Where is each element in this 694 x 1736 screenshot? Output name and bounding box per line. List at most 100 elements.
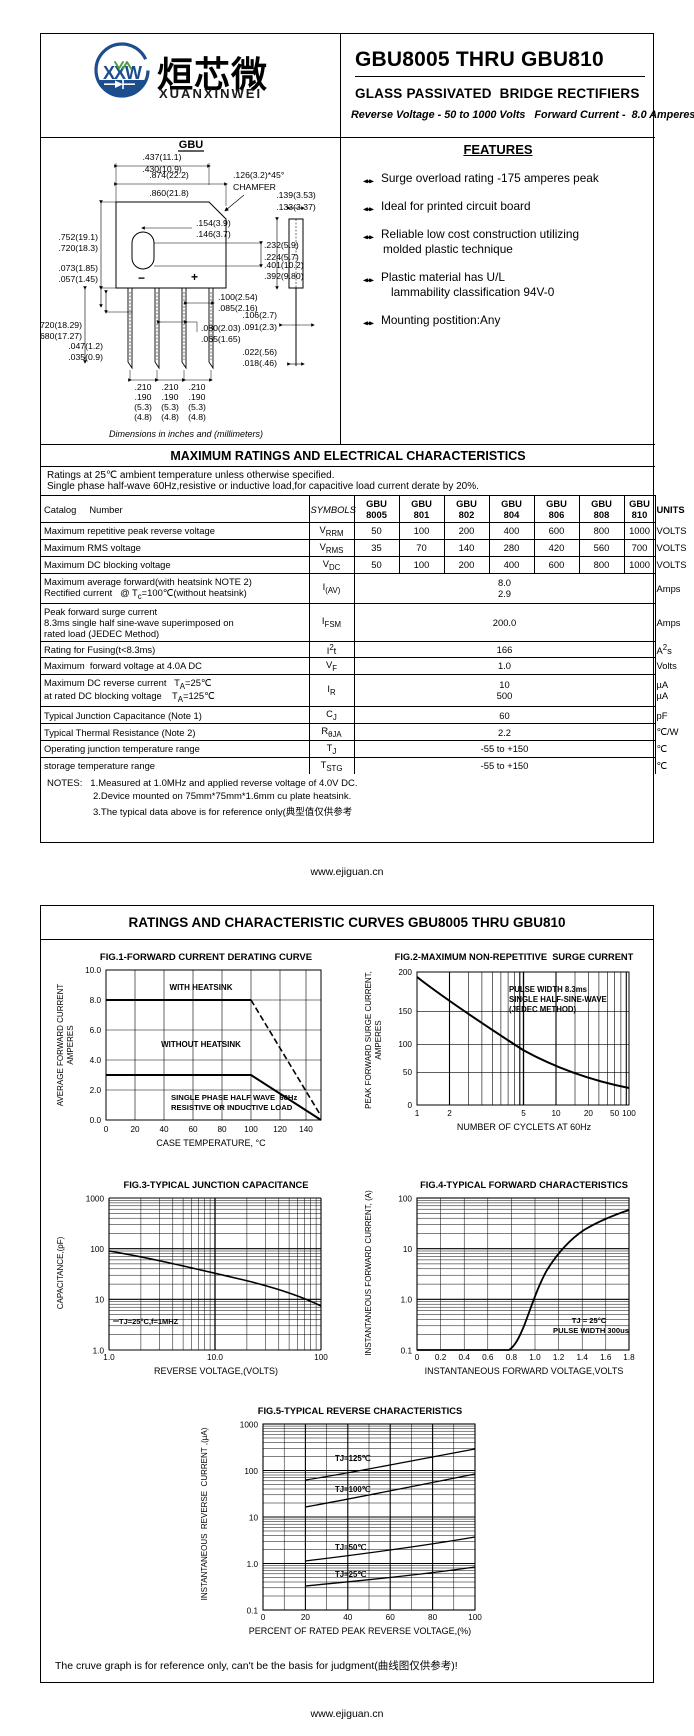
svg-text:50: 50 [610,1109,620,1118]
svg-text:2.0: 2.0 [90,1086,102,1095]
svg-text:AVERAGE FORWARD CURRENT: AVERAGE FORWARD CURRENT [56,984,65,1107]
svg-text:0: 0 [415,1353,420,1362]
svg-text:PERCENT OF RATED PEAK REVERSE: PERCENT OF RATED PEAK REVERSE VOLTAGE,(%… [249,1626,471,1636]
svg-text:.720(18.3): .720(18.3) [58,243,98,253]
svg-text:1.0: 1.0 [247,1560,259,1569]
svg-text:INSTANTANEOUS FORWARD VOLTAGE,: INSTANTANEOUS FORWARD VOLTAGE,VOLTS [425,1366,624,1376]
svg-text:0.0: 0.0 [90,1116,102,1125]
svg-text:.860(21.8): .860(21.8) [149,188,189,198]
svg-text:GBU: GBU [179,139,204,151]
svg-text:(4.8): (4.8) [161,412,179,422]
svg-text:0.1: 0.1 [247,1607,259,1616]
svg-text:.080(2.03): .080(2.03) [201,323,241,333]
svg-text:PULSE WIDTH 8.3ms: PULSE WIDTH 8.3ms [509,985,588,994]
svg-text:.190: .190 [135,392,152,402]
svg-text:60: 60 [188,1125,198,1134]
svg-text:.106(2.7): .106(2.7) [242,310,277,320]
svg-text:1.0: 1.0 [401,1296,413,1305]
svg-text:.392(9.80): .392(9.80) [264,271,304,281]
svg-text:(4.8): (4.8) [134,412,152,422]
svg-text:1.2: 1.2 [553,1353,565,1362]
svg-text:TJ=100℃: TJ=100℃ [335,1485,371,1494]
svg-text:1.0: 1.0 [103,1353,115,1362]
svg-text:140: 140 [299,1125,313,1134]
svg-text:0.2: 0.2 [435,1353,447,1362]
svg-text:0.4: 0.4 [459,1353,471,1362]
svg-text:.720(18.29): .720(18.29) [41,320,82,330]
svg-text:TJ = 25°C: TJ = 25°C [572,1316,607,1325]
svg-text:NUMBER OF CYCLETS AT 60Hz: NUMBER OF CYCLETS AT 60Hz [457,1122,592,1132]
svg-text:(JEDEC METHOD): (JEDEC METHOD) [509,1005,577,1014]
svg-text:150: 150 [398,1007,412,1016]
svg-text:.190: .190 [162,392,179,402]
svg-text:.047(1.2): .047(1.2) [68,341,103,351]
svg-text:60: 60 [386,1613,396,1622]
svg-text:PEAK FORWARD SURGE CURRENT,: PEAK FORWARD SURGE CURRENT, [364,971,373,1109]
svg-text:0: 0 [407,1101,412,1110]
svg-text:10.0: 10.0 [85,966,101,975]
svg-text:0.6: 0.6 [482,1353,494,1362]
svg-text:FIG.3-TYPICAL JUNCTION CAPACIT: FIG.3-TYPICAL JUNCTION CAPACITANCE [124,1180,309,1190]
svg-text:.073(1.85): .073(1.85) [58,263,98,273]
svg-text:.680(17.27): .680(17.27) [41,331,82,341]
svg-text:40: 40 [159,1125,169,1134]
svg-text:.210: .210 [135,382,152,392]
svg-text:100: 100 [622,1109,636,1118]
svg-text:100: 100 [398,1195,412,1204]
svg-text:AMPERES: AMPERES [374,1020,383,1059]
svg-text:.154(3.9): .154(3.9) [196,218,231,228]
svg-text:0: 0 [104,1125,109,1134]
svg-text:1.4: 1.4 [577,1353,589,1362]
svg-text:10: 10 [403,1245,413,1254]
svg-text:20: 20 [130,1125,140,1134]
svg-text:(5.3): (5.3) [134,402,152,412]
svg-text:100: 100 [468,1613,482,1622]
svg-text:REVERSE VOLTAGE,(VOLTS): REVERSE VOLTAGE,(VOLTS) [154,1366,278,1376]
svg-text:80: 80 [217,1125,227,1134]
svg-text:100: 100 [90,1245,104,1254]
svg-text:.232(5.9): .232(5.9) [264,240,299,250]
svg-text:.133(3.37): .133(3.37) [276,202,316,212]
svg-text:.022(.56): .022(.56) [242,347,277,357]
svg-text:.065(1.65): .065(1.65) [201,334,241,344]
svg-text:PULSE WIDTH 300us: PULSE WIDTH 300us [553,1326,629,1335]
svg-text:SINGLE PHASE HALF WAVE 60Hz: SINGLE PHASE HALF WAVE 60Hz [171,1093,297,1102]
svg-text:10: 10 [551,1109,561,1118]
svg-text:1: 1 [415,1109,420,1118]
svg-text:.437(11.1): .437(11.1) [143,152,182,162]
svg-text:40: 40 [343,1613,353,1622]
svg-text:20: 20 [301,1613,311,1622]
svg-text:TJ=25°C,f=1MHZ: TJ=25°C,f=1MHZ [119,1317,179,1326]
svg-text:0.1: 0.1 [401,1347,413,1356]
svg-text:1000: 1000 [240,1421,259,1430]
svg-text:WITH HEATSINK: WITH HEATSINK [170,983,233,992]
svg-text:.035(0.9): .035(0.9) [68,352,103,362]
svg-text:.146(3.7): .146(3.7) [196,229,231,239]
svg-text:CASE TEMPERATURE, °C: CASE TEMPERATURE, °C [156,1138,266,1148]
svg-text:120: 120 [273,1125,287,1134]
svg-text:(5.3): (5.3) [161,402,179,412]
svg-text:INSTANTANEOUS FORWARD CURRENT,: INSTANTANEOUS FORWARD CURRENT, (A) [364,1190,373,1356]
svg-text:10: 10 [249,1514,259,1523]
svg-text:TJ=125℃: TJ=125℃ [335,1454,371,1463]
svg-text:CAPACITANCE,(pF): CAPACITANCE,(pF) [56,1236,65,1309]
svg-text:80: 80 [428,1613,438,1622]
svg-text:20: 20 [584,1109,594,1118]
svg-text:INSTANTANEOUS REVERSE CURREN: INSTANTANEOUS REVERSE CURRENT ,(µA) [200,1427,209,1600]
svg-text:(4.8): (4.8) [188,412,206,422]
svg-text:CHAMFER: CHAMFER [233,182,276,192]
svg-text:4.0: 4.0 [90,1056,102,1065]
svg-text:.752(19.1): .752(19.1) [58,232,98,242]
svg-text:FIG.2-MAXIMUM NON-REPETITIVE: FIG.2-MAXIMUM NON-REPETITIVE SURGE CURRE… [395,952,634,962]
svg-text:.126(3.2)*45°: .126(3.2)*45° [233,170,284,180]
svg-text:8.0: 8.0 [90,996,102,1005]
svg-text:5: 5 [521,1109,526,1118]
svg-text:6.0: 6.0 [90,1026,102,1035]
svg-text:.401(10.2): .401(10.2) [264,260,304,270]
svg-text:1.8: 1.8 [623,1353,635,1362]
svg-text:(5.3): (5.3) [188,402,206,412]
svg-text:50: 50 [403,1068,413,1077]
svg-text:1000: 1000 [86,1195,105,1204]
svg-text:200: 200 [398,968,412,977]
svg-text:0: 0 [261,1613,266,1622]
